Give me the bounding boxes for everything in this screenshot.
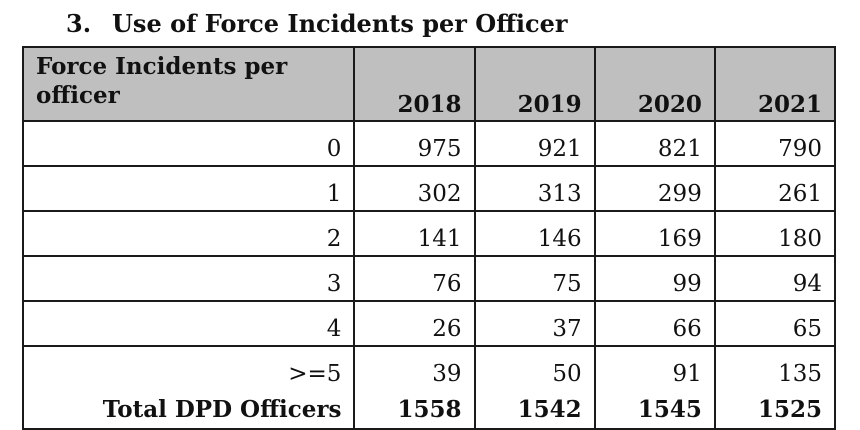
table-cell: 313 [473,165,596,212]
table-cell: 261 [713,165,837,212]
year-header: 2020 [593,46,716,122]
table-cell: 39 [353,345,476,390]
table-cell: 75 [473,255,596,302]
table-cell: 180 [713,210,837,257]
total-label: Total DPD Officers [21,390,356,430]
force-incidents-table: Force Incidents per officer 2018 2019 20… [21,46,837,430]
table-cell: 921 [473,120,596,167]
total-cell: 1542 [473,390,596,430]
table-cell: 50 [473,345,596,390]
table-cell: 821 [593,120,716,167]
row-label: >=5 [21,345,356,390]
table-row: 0 975 921 821 790 [21,120,837,167]
corner-header: Force Incidents per officer [21,46,356,122]
year-header: 2021 [713,46,837,122]
table-cell: 26 [353,300,476,347]
table-cell: 302 [353,165,476,212]
table-cell: 37 [473,300,596,347]
table-row: 1 302 313 299 261 [21,165,837,212]
row-label: 1 [21,165,356,212]
section-number: 3. [66,9,92,38]
total-cell: 1558 [353,390,476,430]
table-cell: 99 [593,255,716,302]
row-label: 4 [21,300,356,347]
table-row: >=5 39 50 91 135 [21,345,837,390]
year-header: 2018 [353,46,476,122]
table-cell: 169 [593,210,716,257]
header-row: Force Incidents per officer 2018 2019 20… [21,46,837,122]
row-label: 2 [21,210,356,257]
table-row: 2 141 146 169 180 [21,210,837,257]
year-header: 2019 [473,46,596,122]
section-title: Use of Force Incidents per Officer [112,9,568,38]
total-cell: 1525 [713,390,837,430]
table-cell: 141 [353,210,476,257]
table-cell: 135 [713,345,837,390]
table-row: 4 26 37 66 65 [21,300,837,347]
section-heading: 3. Use of Force Incidents per Officer [66,8,568,40]
total-cell: 1545 [593,390,716,430]
table-cell: 91 [593,345,716,390]
table-row: 3 76 75 99 94 [21,255,837,302]
table-cell: 66 [593,300,716,347]
row-label: 0 [21,120,356,167]
table-cell: 65 [713,300,837,347]
table-cell: 299 [593,165,716,212]
table-cell: 94 [713,255,837,302]
table-cell: 790 [713,120,837,167]
table-cell: 146 [473,210,596,257]
total-row: Total DPD Officers 1558 1542 1545 1525 [21,390,837,430]
table-cell: 76 [353,255,476,302]
row-label: 3 [21,255,356,302]
table-cell: 975 [353,120,476,167]
